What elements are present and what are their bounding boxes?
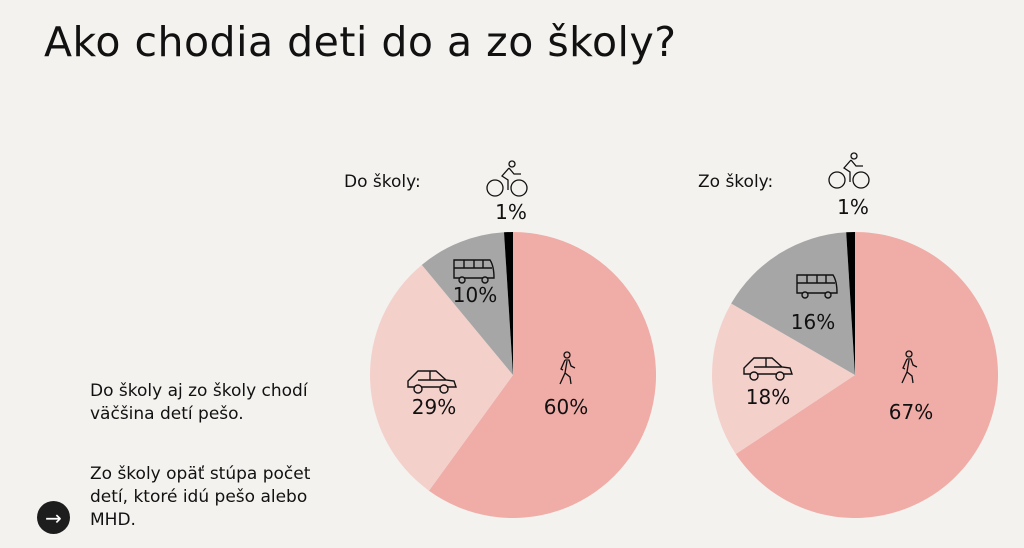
data-label-bus: 16%: [790, 310, 836, 334]
pie-slice-walk: [428, 232, 656, 518]
pie-title-zo-skoly: Zo školy:: [698, 172, 774, 192]
car-icon: [742, 355, 794, 387]
pie-title-do-skoly: Do školy:: [344, 172, 421, 192]
bus-icon: [452, 258, 496, 290]
data-label-bus: 10%: [452, 283, 498, 307]
pie-slice-bus: [731, 232, 855, 375]
pie-slice-walk: [735, 232, 998, 518]
data-label-bike: 1%: [495, 200, 527, 224]
car-icon: [406, 368, 458, 400]
bus-icon: [795, 273, 839, 305]
page-title: Ako chodia deti do a zo školy?: [44, 18, 677, 66]
bicycle-icon: [486, 160, 528, 202]
pie-slice-bike: [846, 232, 855, 375]
pie-slice-bike: [504, 232, 513, 375]
pie-slice-car: [369, 264, 513, 491]
next-button[interactable]: →: [37, 501, 70, 534]
walking-icon: [554, 351, 578, 391]
data-label-bike: 1%: [837, 195, 869, 219]
data-label-car: 18%: [745, 385, 791, 409]
note-text-1: Do školy aj zo školy chodí väčšina detí …: [90, 381, 308, 424]
note-text-2: Zo školy opäť stúpa počet detí, ktoré id…: [90, 464, 311, 530]
arrow-right-icon: →: [45, 505, 62, 530]
pie-zo-skoly: [712, 232, 998, 518]
data-label-walk: 67%: [888, 400, 934, 424]
data-label-car: 29%: [411, 395, 457, 419]
walking-icon: [896, 350, 920, 390]
bicycle-icon: [828, 152, 870, 194]
data-label-walk: 60%: [543, 395, 589, 419]
